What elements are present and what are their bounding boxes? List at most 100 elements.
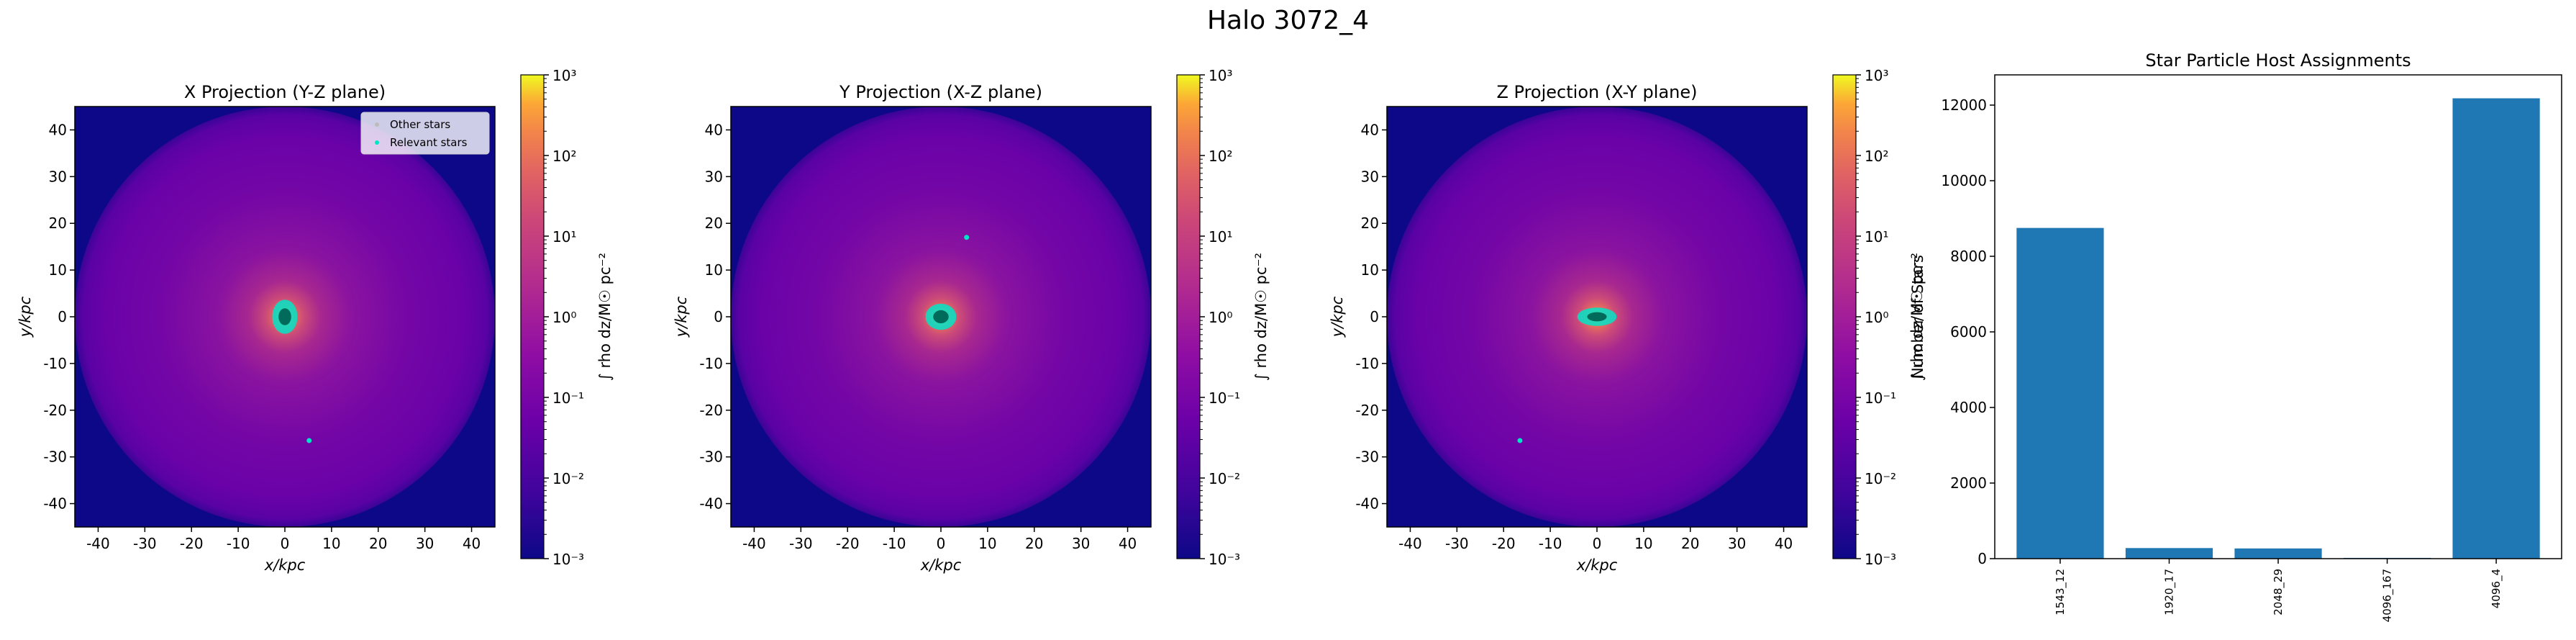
colorbar-tick-label: 10³ — [1209, 67, 1232, 84]
colorbar-tick-label: 10¹ — [1865, 228, 1888, 245]
y-tick-label: 0 — [1977, 550, 1987, 567]
x-tick-label: -20 — [836, 535, 860, 552]
colorbar-tick-label: 10¹ — [1209, 228, 1232, 245]
x-tick-label: 20 — [369, 535, 387, 552]
x-tick-label: 4096_167 — [2381, 569, 2395, 622]
colorbar-tick-label: 10² — [1865, 148, 1888, 165]
colorbar-label: ∫ rho dz/M☉ pc⁻² — [1252, 253, 1270, 381]
y-tick-label: 2000 — [1950, 474, 1987, 492]
y-axis-label: y/kpc — [1329, 296, 1346, 338]
x-tick-label: 10 — [978, 535, 996, 552]
y-tick-label: -20 — [43, 402, 67, 419]
y-axis-label: y/kpc — [17, 296, 34, 338]
colorbar-tick-label: 10³ — [1865, 67, 1888, 84]
bar-4096_4 — [2452, 98, 2540, 559]
y-tick-label: -10 — [1355, 355, 1379, 372]
x-tick-label: 30 — [416, 535, 434, 552]
colorbar-tick-label: 10⁻¹ — [1865, 389, 1896, 407]
y-tick-label: 10000 — [1941, 172, 1987, 189]
relevant-stars-core — [278, 308, 291, 325]
bar-1543_12 — [2016, 227, 2104, 559]
x-tick-label: -30 — [789, 535, 813, 552]
legend-marker-other-stars — [375, 122, 379, 127]
colorbar-tick-label: 10² — [1209, 148, 1232, 165]
y-tick-label: -40 — [1355, 495, 1379, 513]
y-tick-label: -20 — [699, 402, 723, 419]
x-tick-label: 10 — [322, 535, 340, 552]
y-tick-label: 10 — [705, 261, 723, 279]
legend-entry-relevant-stars: Relevant stars — [390, 136, 468, 149]
bar-panel: 0 2000 4000 6000 8000 10000 12000 1543_12 1920_1… — [1909, 50, 2562, 622]
colorbar-tick-label: 10² — [552, 148, 576, 165]
legend-entry-other-stars: Other stars — [390, 118, 450, 131]
panel-title: Star Particle Host Assignments — [2145, 50, 2411, 71]
y-tick-label: -10 — [43, 355, 67, 372]
x-tick-label: 2048_29 — [2272, 569, 2285, 616]
y-tick-label: 0 — [1370, 308, 1379, 325]
colorbar-label: ∫ rho dz/M☉ pc⁻² — [1908, 253, 1926, 381]
y-tick-label: 10 — [1361, 261, 1379, 279]
x-tick-label: -30 — [1445, 535, 1469, 552]
relevant-star-point — [1517, 438, 1523, 443]
x-tick-label: 40 — [1775, 535, 1793, 552]
y-tick-label: 20 — [1361, 215, 1379, 232]
colorbar-tick-label: 10⁰ — [1865, 309, 1888, 326]
colorbar-tick-label: 10³ — [552, 67, 576, 84]
y-tick-label: 30 — [1361, 168, 1379, 185]
bar-1920_17 — [2125, 548, 2213, 559]
panel-title: Z Projection (X-Y plane) — [1496, 82, 1697, 102]
x-tick-label: 40 — [1119, 535, 1137, 552]
y-tick-label: -20 — [1355, 402, 1379, 419]
x-tick-label: -40 — [742, 535, 766, 552]
colorbar-tick-label: 10⁻³ — [1865, 551, 1896, 568]
x-tick-label: 0 — [937, 535, 946, 552]
x-tick-label: 30 — [1072, 535, 1090, 552]
bar-2048_29 — [2234, 548, 2322, 559]
colorbar-tick-label: 10⁻³ — [1209, 551, 1240, 568]
colorbar-tick-label: 10⁻³ — [552, 551, 584, 568]
y-tick-label: 0 — [58, 308, 67, 325]
x-tick-label: 1920_17 — [2162, 569, 2176, 616]
y-tick-label: -30 — [43, 449, 67, 466]
panel-title: Y Projection (X-Z plane) — [839, 82, 1042, 102]
y-tick-label: 30 — [49, 168, 67, 185]
y-tick-label: -30 — [699, 449, 723, 466]
x-tick-label: 30 — [1728, 535, 1746, 552]
x-tick-label: 40 — [463, 535, 481, 552]
legend-marker-relevant-stars — [375, 140, 379, 145]
y-tick-label: 40 — [1361, 121, 1379, 138]
x-axis-label: x/kpc — [264, 556, 306, 574]
x-tick-label: -40 — [86, 535, 110, 552]
colorbar — [520, 74, 545, 559]
y-tick-label: -10 — [699, 355, 723, 372]
heatmap-panel-1: -40 -30 -20 -10 0 10 20 30 40 -40 -30 -20 -10 0 10 20 30… — [17, 67, 614, 574]
x-tick-label: 0 — [281, 535, 290, 552]
colorbar-tick-label: 10⁰ — [552, 309, 576, 326]
colorbar-label: ∫ rho dz/M☉ pc⁻² — [596, 253, 614, 381]
x-tick-label: -10 — [883, 535, 906, 552]
colorbar — [1832, 74, 1857, 559]
relevant-star-point — [964, 235, 970, 240]
y-tick-label: 20 — [705, 215, 723, 232]
relevant-stars-core — [933, 310, 949, 324]
y-axis-label: Number of Stars — [1909, 255, 1926, 379]
y-tick-label: 12000 — [1941, 96, 1987, 114]
x-axis-label: x/kpc — [920, 556, 962, 574]
y-tick-label: 40 — [49, 121, 67, 138]
y-tick-label: 8000 — [1950, 248, 1987, 265]
y-tick-label: 4000 — [1950, 399, 1987, 416]
x-tick-label: 20 — [1025, 535, 1043, 552]
x-tick-label: 10 — [1634, 535, 1652, 552]
relevant-star-point — [306, 438, 312, 443]
colorbar-tick-label: 10⁻¹ — [1209, 389, 1240, 407]
x-tick-label: -30 — [133, 535, 157, 552]
colorbar-tick-label: 10⁻² — [1209, 470, 1240, 487]
colorbar — [1176, 74, 1201, 559]
relevant-stars-core — [1587, 312, 1607, 322]
legend: Other stars Relevant stars — [360, 112, 490, 155]
x-tick-label: -40 — [1398, 535, 1422, 552]
y-tick-label: -30 — [1355, 449, 1379, 466]
figure-title: Halo 3072_4 — [1206, 6, 1370, 35]
colorbar-tick-label: 10⁻² — [552, 470, 584, 487]
